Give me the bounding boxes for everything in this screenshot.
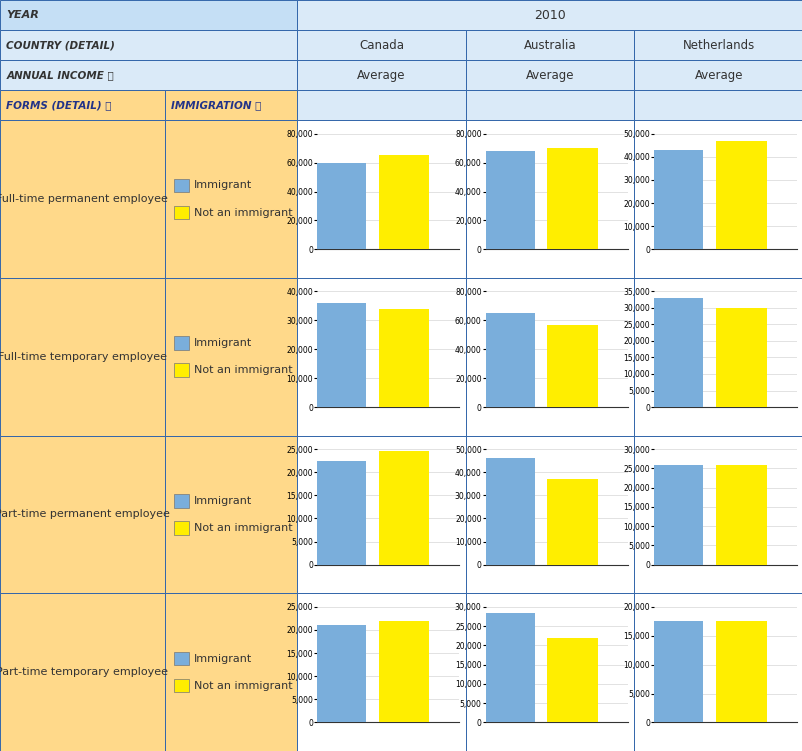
- Bar: [297, 120, 465, 278]
- Bar: [297, 30, 465, 60]
- Bar: [484, 458, 534, 565]
- Bar: [465, 90, 634, 120]
- Bar: [652, 298, 703, 407]
- Text: Not an immigrant: Not an immigrant: [193, 680, 292, 691]
- Bar: [634, 90, 802, 120]
- Text: Australia: Australia: [523, 38, 576, 52]
- Bar: [379, 155, 429, 249]
- Bar: [0, 60, 297, 90]
- Bar: [0, 120, 164, 278]
- Bar: [174, 206, 188, 219]
- Bar: [634, 593, 802, 751]
- Bar: [0, 90, 164, 120]
- Bar: [297, 0, 802, 30]
- Text: Immigrant: Immigrant: [193, 338, 252, 348]
- Bar: [0, 436, 164, 593]
- Bar: [634, 278, 802, 436]
- Bar: [164, 593, 297, 751]
- Bar: [484, 151, 534, 249]
- Bar: [174, 521, 188, 535]
- Bar: [164, 436, 297, 593]
- Bar: [652, 150, 703, 249]
- Bar: [174, 679, 188, 692]
- Text: Full-time temporary employee: Full-time temporary employee: [0, 351, 167, 362]
- Bar: [174, 336, 188, 350]
- Text: Immigrant: Immigrant: [193, 653, 252, 664]
- Text: IMMIGRATION ⓘ: IMMIGRATION ⓘ: [171, 100, 261, 110]
- Bar: [547, 324, 597, 407]
- Bar: [379, 309, 429, 407]
- Bar: [465, 60, 634, 90]
- Text: Canada: Canada: [358, 38, 403, 52]
- Bar: [465, 278, 634, 436]
- Bar: [465, 436, 634, 593]
- Bar: [297, 60, 465, 90]
- Bar: [315, 460, 366, 565]
- Bar: [164, 90, 297, 120]
- Text: ANNUAL INCOME ⓘ: ANNUAL INCOME ⓘ: [6, 70, 114, 80]
- Bar: [315, 303, 366, 407]
- Text: Part-time temporary employee: Part-time temporary employee: [0, 667, 168, 677]
- Bar: [0, 0, 297, 30]
- Bar: [715, 140, 766, 249]
- Bar: [465, 30, 634, 60]
- Text: COUNTRY (DETAIL): COUNTRY (DETAIL): [6, 40, 115, 50]
- Bar: [0, 593, 164, 751]
- Bar: [0, 30, 297, 60]
- Bar: [0, 278, 164, 436]
- Bar: [634, 60, 802, 90]
- Bar: [484, 613, 534, 722]
- Bar: [174, 494, 188, 508]
- Text: Immigrant: Immigrant: [193, 496, 252, 506]
- Text: Average: Average: [525, 68, 573, 82]
- Bar: [634, 436, 802, 593]
- Bar: [315, 162, 366, 249]
- Bar: [634, 30, 802, 60]
- Text: Not an immigrant: Not an immigrant: [193, 207, 292, 218]
- Bar: [315, 626, 366, 722]
- Bar: [484, 313, 534, 407]
- Bar: [715, 465, 766, 565]
- Bar: [297, 593, 465, 751]
- Text: Average: Average: [694, 68, 742, 82]
- Text: Immigrant: Immigrant: [193, 180, 252, 191]
- Bar: [634, 120, 802, 278]
- Bar: [715, 308, 766, 407]
- Bar: [547, 638, 597, 722]
- Text: Full-time permanent employee: Full-time permanent employee: [0, 194, 168, 204]
- Bar: [164, 278, 297, 436]
- Bar: [164, 120, 297, 278]
- Text: Not an immigrant: Not an immigrant: [193, 365, 292, 376]
- Bar: [465, 593, 634, 751]
- Bar: [379, 451, 429, 565]
- Bar: [379, 620, 429, 722]
- Text: FORMS (DETAIL) ⓘ: FORMS (DETAIL) ⓘ: [6, 100, 111, 110]
- Bar: [547, 479, 597, 565]
- Text: Not an immigrant: Not an immigrant: [193, 523, 292, 533]
- Text: 2010: 2010: [533, 8, 565, 22]
- Bar: [174, 179, 188, 192]
- Bar: [174, 363, 188, 377]
- Text: YEAR: YEAR: [6, 10, 39, 20]
- Bar: [715, 621, 766, 722]
- Bar: [465, 120, 634, 278]
- Bar: [652, 465, 703, 565]
- Text: Average: Average: [357, 68, 405, 82]
- Bar: [547, 148, 597, 249]
- Bar: [297, 436, 465, 593]
- Bar: [297, 90, 465, 120]
- Text: Netherlands: Netherlands: [682, 38, 754, 52]
- Bar: [652, 621, 703, 722]
- Bar: [297, 278, 465, 436]
- Bar: [174, 652, 188, 665]
- Text: Part-time permanent employee: Part-time permanent employee: [0, 509, 169, 520]
